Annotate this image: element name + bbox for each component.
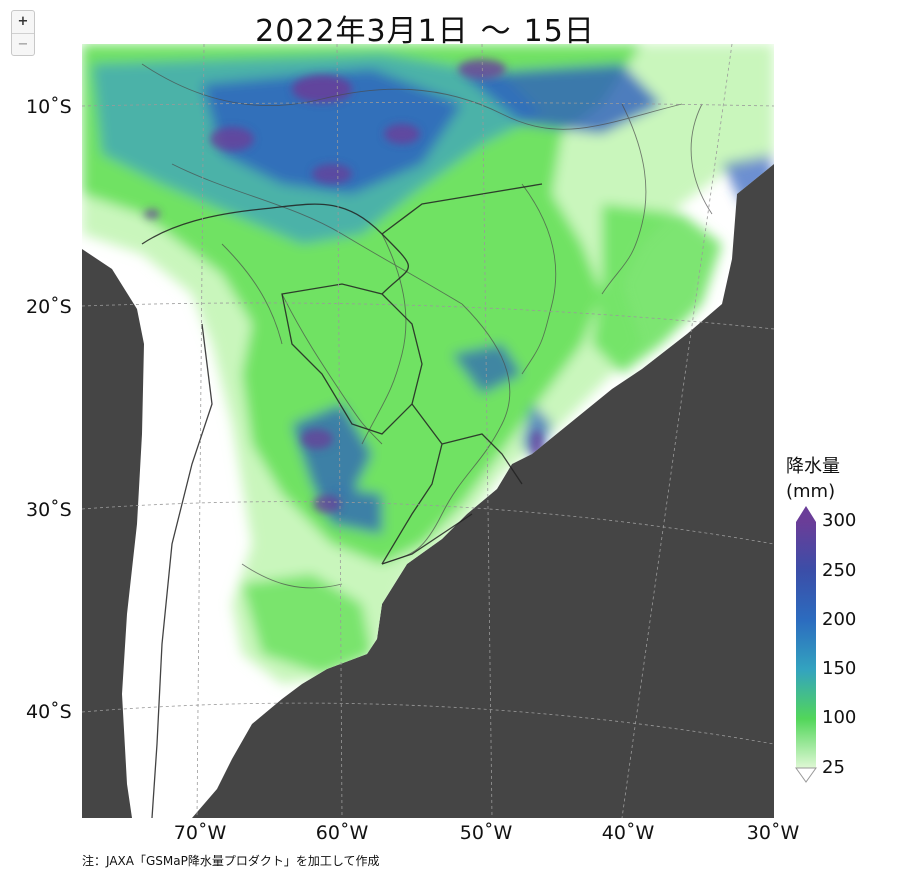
page-title: 2022年3月1日〜 15日 bbox=[0, 6, 850, 50]
lon-label-70w: 70˚W bbox=[173, 822, 227, 844]
legend-tick-100: 100 bbox=[822, 707, 857, 728]
precipitation-map[interactable] bbox=[82, 44, 774, 818]
title-date-start: 2022年3月1日 bbox=[255, 14, 469, 49]
legend-title-label: 降水量 bbox=[786, 456, 840, 477]
lon-label-40w: 40˚W bbox=[601, 822, 655, 844]
title-date-end: 15日 bbox=[523, 14, 595, 49]
source-note: 注：JAXA「GSMaP降水量プロダクト」を加工して作成 bbox=[82, 854, 380, 868]
color-scale-bar bbox=[795, 506, 817, 783]
lat-label-10s: 10˚S bbox=[26, 96, 72, 118]
legend-tick-300: 300 bbox=[822, 510, 857, 531]
lat-label-40s: 40˚S bbox=[26, 701, 72, 723]
scale-gradient bbox=[796, 522, 816, 768]
legend-tick-200: 200 bbox=[822, 609, 857, 630]
graticule bbox=[82, 44, 774, 818]
lon-label-50w: 50˚W bbox=[459, 822, 513, 844]
zoom-out-button[interactable]: − bbox=[12, 33, 34, 55]
zoom-in-button[interactable]: + bbox=[12, 11, 34, 33]
lat-label-20s: 20˚S bbox=[26, 296, 72, 318]
title-separator: 〜 bbox=[480, 14, 512, 49]
lat-label-30s: 30˚S bbox=[26, 499, 72, 521]
lon-label-60w: 60˚W bbox=[315, 822, 369, 844]
legend-tick-150: 150 bbox=[822, 658, 857, 679]
legend-tick-250: 250 bbox=[822, 560, 857, 581]
legend-unit: (mm) bbox=[786, 481, 836, 502]
precipitation-field bbox=[82, 44, 774, 684]
legend-tick-25: 25 bbox=[822, 757, 845, 778]
scale-min-arrow bbox=[795, 767, 817, 783]
scale-max-arrow bbox=[796, 506, 816, 522]
zoom-controls: + − bbox=[11, 10, 35, 56]
legend-title: 降水量 (mm) bbox=[786, 454, 840, 504]
country-borders bbox=[141, 183, 543, 818]
lon-label-30w: 30˚W bbox=[746, 822, 800, 844]
